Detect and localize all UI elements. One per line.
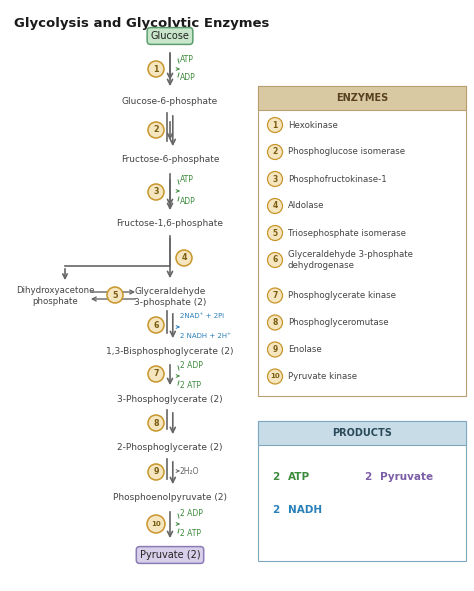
- Circle shape: [148, 415, 164, 431]
- Text: 2 ATP: 2 ATP: [180, 528, 201, 537]
- Text: 5: 5: [112, 291, 118, 300]
- Text: 2 ADP: 2 ADP: [180, 362, 203, 371]
- Circle shape: [107, 287, 123, 303]
- Text: Phosphofructokinase-1: Phosphofructokinase-1: [288, 174, 387, 183]
- Circle shape: [267, 342, 283, 357]
- Circle shape: [267, 369, 283, 384]
- Text: 1,3-Bisphosphoglycerate (2): 1,3-Bisphosphoglycerate (2): [106, 346, 234, 356]
- FancyBboxPatch shape: [258, 421, 466, 561]
- Text: 5: 5: [273, 229, 278, 238]
- Text: 2: 2: [273, 148, 278, 157]
- Text: ADP: ADP: [180, 73, 196, 82]
- Circle shape: [267, 288, 283, 303]
- Text: 10: 10: [270, 374, 280, 379]
- Circle shape: [267, 118, 283, 132]
- Text: Hexokinase: Hexokinase: [288, 121, 338, 129]
- Text: 9: 9: [273, 345, 278, 354]
- Text: Enolase: Enolase: [288, 345, 322, 354]
- Text: NADH: NADH: [288, 505, 322, 515]
- Text: ATP: ATP: [180, 176, 194, 184]
- Text: 3-Phosphoglycerate (2): 3-Phosphoglycerate (2): [117, 395, 223, 404]
- Circle shape: [148, 184, 164, 200]
- FancyBboxPatch shape: [258, 86, 466, 110]
- Text: 2-Phosphoglycerate (2): 2-Phosphoglycerate (2): [117, 443, 223, 453]
- Text: 3: 3: [273, 174, 278, 183]
- Text: 2: 2: [273, 505, 280, 515]
- Text: Phosphoglycerate kinase: Phosphoglycerate kinase: [288, 291, 396, 300]
- Text: 2H₂O: 2H₂O: [180, 466, 200, 476]
- Circle shape: [267, 171, 283, 187]
- Text: 2 ADP: 2 ADP: [180, 509, 203, 518]
- Text: Glucose: Glucose: [151, 31, 190, 41]
- Text: 2: 2: [365, 472, 372, 482]
- Text: 3: 3: [153, 187, 159, 196]
- Text: Phosphoglyceromutase: Phosphoglyceromutase: [288, 318, 389, 327]
- Circle shape: [148, 464, 164, 480]
- Text: 9: 9: [153, 467, 159, 476]
- Text: 2 ATP: 2 ATP: [180, 381, 201, 389]
- Text: Pyruvate kinase: Pyruvate kinase: [288, 372, 357, 381]
- Text: 1: 1: [273, 121, 278, 129]
- Text: 7: 7: [272, 291, 278, 300]
- Circle shape: [148, 317, 164, 333]
- Text: Glycolysis and Glycolytic Enzymes: Glycolysis and Glycolytic Enzymes: [14, 17, 269, 30]
- FancyBboxPatch shape: [258, 421, 466, 445]
- Text: 6: 6: [153, 320, 159, 330]
- Text: Triosephosphate isomerase: Triosephosphate isomerase: [288, 229, 406, 238]
- Text: PRODUCTS: PRODUCTS: [332, 428, 392, 438]
- Circle shape: [267, 145, 283, 160]
- Text: 1: 1: [153, 64, 159, 73]
- Circle shape: [267, 315, 283, 330]
- Text: Glucose-6-phosphate: Glucose-6-phosphate: [122, 96, 218, 106]
- Circle shape: [267, 252, 283, 268]
- Text: 2 NADH + 2H⁺: 2 NADH + 2H⁺: [180, 333, 231, 339]
- Text: Glyceraldehyde
3-phosphate (2): Glyceraldehyde 3-phosphate (2): [134, 287, 206, 307]
- Text: 8: 8: [153, 418, 159, 427]
- Circle shape: [148, 366, 164, 382]
- Text: 2: 2: [273, 472, 280, 482]
- Circle shape: [148, 61, 164, 77]
- Text: Glyceraldehyde 3-phosphate
dehydrogenase: Glyceraldehyde 3-phosphate dehydrogenase: [288, 251, 413, 269]
- Text: Phosphoglucose isomerase: Phosphoglucose isomerase: [288, 148, 405, 157]
- FancyBboxPatch shape: [258, 86, 466, 396]
- Text: Aldolase: Aldolase: [288, 202, 325, 210]
- Circle shape: [147, 515, 165, 533]
- Text: Fructose-1,6-phosphate: Fructose-1,6-phosphate: [117, 219, 224, 229]
- Text: ADP: ADP: [180, 196, 196, 206]
- Text: Phosphoenolpyruvate (2): Phosphoenolpyruvate (2): [113, 492, 227, 502]
- Text: Dihydroxyacetone
phosphate: Dihydroxyacetone phosphate: [16, 286, 94, 306]
- Text: Pyruvate (2): Pyruvate (2): [140, 550, 201, 560]
- Text: 7: 7: [153, 369, 159, 378]
- Text: ATP: ATP: [288, 472, 310, 482]
- Text: 8: 8: [272, 318, 278, 327]
- Circle shape: [267, 199, 283, 213]
- Text: 6: 6: [273, 255, 278, 265]
- Text: 4: 4: [273, 202, 278, 210]
- Text: Pyruvate: Pyruvate: [380, 472, 433, 482]
- Circle shape: [267, 226, 283, 241]
- Text: 10: 10: [151, 521, 161, 527]
- Text: 2: 2: [153, 125, 159, 135]
- Text: 2NAD⁺ + 2Pi: 2NAD⁺ + 2Pi: [180, 313, 224, 319]
- Text: ENZYMES: ENZYMES: [336, 93, 388, 103]
- Circle shape: [148, 122, 164, 138]
- Text: ATP: ATP: [180, 54, 194, 63]
- Text: 4: 4: [181, 254, 187, 262]
- Text: Fructose-6-phosphate: Fructose-6-phosphate: [121, 154, 219, 164]
- Circle shape: [176, 250, 192, 266]
